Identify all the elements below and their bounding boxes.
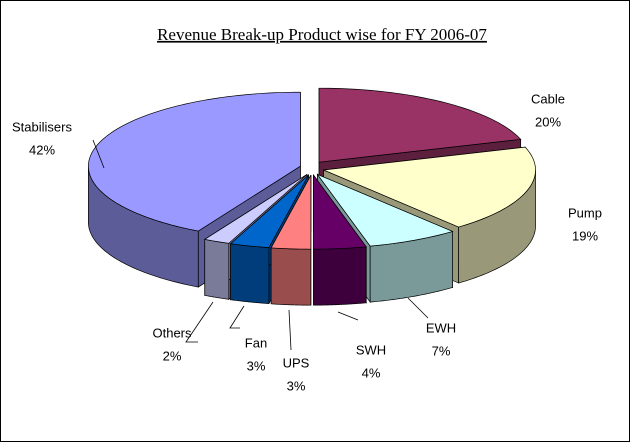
leader-line	[407, 297, 429, 319]
value-label: 3%	[287, 378, 306, 393]
value-label: 7%	[432, 343, 451, 358]
value-label: 2%	[163, 348, 182, 363]
leader-line	[229, 305, 245, 329]
slice-top	[313, 174, 367, 250]
value-label: 3%	[247, 358, 266, 373]
slice-top	[229, 174, 309, 248]
leader-line	[337, 311, 359, 321]
category-label: Others	[152, 325, 192, 340]
slice-top	[316, 173, 454, 247]
pie	[88, 87, 536, 306]
category-label: EWH	[426, 320, 456, 335]
value-label: 20%	[535, 114, 561, 129]
slice-side	[204, 238, 230, 300]
leader-line	[288, 309, 292, 351]
slice-top	[203, 174, 308, 244]
slice-top	[88, 91, 301, 232]
slice-top	[322, 146, 536, 228]
leader-line	[185, 301, 214, 343]
slice-top	[270, 175, 312, 250]
category-label: Cable	[531, 91, 565, 106]
value-label: 4%	[362, 365, 381, 380]
category-label: Fan	[245, 335, 267, 350]
category-label: SWH	[356, 342, 386, 357]
leader-line	[92, 139, 105, 169]
value-label: 42%	[29, 142, 55, 157]
labels: Cable 20% Pump 19% EWH 7% SWH 4% UPS 3% Fan 3% Other…	[12, 91, 602, 393]
slice-side	[270, 247, 312, 306]
category-label: Pump	[568, 205, 602, 220]
value-label: 19%	[572, 228, 598, 243]
category-label: Stabilisers	[12, 119, 72, 134]
slice-side	[313, 246, 367, 306]
category-label: UPS	[283, 355, 310, 370]
slice-top	[318, 87, 522, 163]
chart-title: Revenue Break-up Product wise for FY 200…	[157, 25, 487, 44]
slice-side	[230, 243, 270, 304]
